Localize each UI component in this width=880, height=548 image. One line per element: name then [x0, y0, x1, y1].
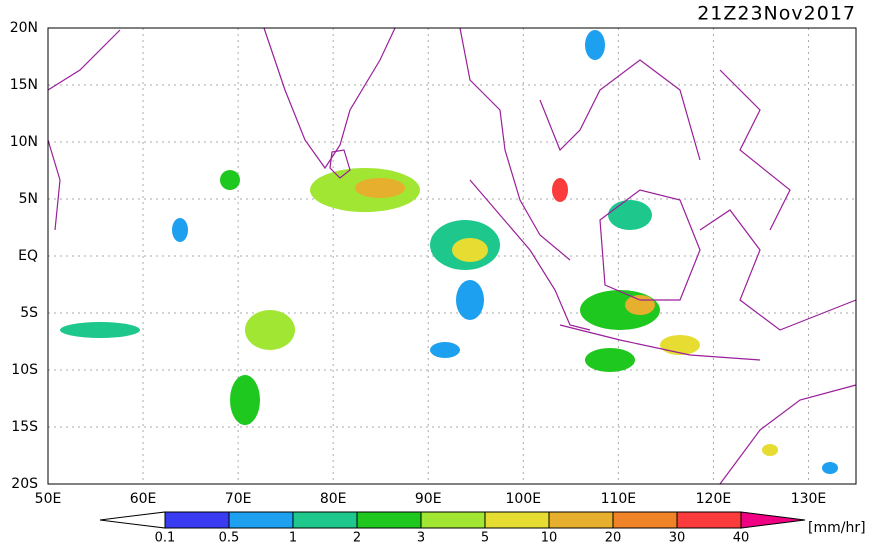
- rain-area: [220, 170, 240, 190]
- coastline: [599, 189, 701, 301]
- lon-label: 110E: [601, 491, 637, 507]
- colorbar-label: 30: [669, 531, 686, 545]
- rain-area: [608, 200, 652, 230]
- map-title: 21Z23Nov2017: [697, 3, 856, 25]
- colorbar-box: [292, 511, 358, 529]
- map-frame: [47, 27, 857, 485]
- coastline: [699, 209, 857, 331]
- coastline: [263, 27, 396, 170]
- lon-label: 50E: [35, 491, 62, 507]
- colorbar-label: 20: [605, 531, 622, 545]
- rain-area: [585, 348, 635, 372]
- colorbar-label: 1: [289, 531, 297, 545]
- lat-label: 10S: [11, 362, 38, 378]
- colorbar-box: [228, 511, 294, 529]
- colorbar-box: [164, 511, 230, 529]
- colorbar-box: [356, 511, 422, 529]
- rain-area: [660, 335, 700, 355]
- colorbar-box: [420, 511, 486, 529]
- coastline: [719, 69, 791, 231]
- lat-label: 5N: [19, 191, 38, 207]
- colorbar-label: 3: [417, 531, 425, 545]
- rain-area: [585, 30, 605, 60]
- lat-label: 20N: [10, 20, 38, 36]
- colorbar-box: [484, 511, 550, 529]
- colorbar-box: [676, 511, 742, 529]
- coastline: [329, 149, 351, 179]
- lon-label: 80E: [320, 491, 347, 507]
- colorbar-label: 0.5: [219, 531, 240, 545]
- coastline: [539, 59, 701, 161]
- lat-label: 5S: [20, 305, 38, 321]
- colorbar-label: 40: [733, 531, 750, 545]
- coastlines: [47, 27, 857, 485]
- rain-area: [430, 342, 460, 358]
- colorbar-label: 5: [481, 531, 489, 545]
- coastline: [469, 179, 591, 331]
- lat-label: 20S: [11, 476, 38, 492]
- colorbar-box: [612, 511, 678, 529]
- coastline: [47, 29, 121, 91]
- colorbar-label: 10: [541, 531, 558, 545]
- coastline: [719, 384, 857, 485]
- rain-area: [245, 310, 295, 350]
- rain-area: [822, 462, 838, 474]
- rain-area: [355, 178, 405, 198]
- colorbar-low: [99, 511, 166, 529]
- rain-area: [60, 322, 140, 338]
- lat-label: 15N: [10, 77, 38, 93]
- lat-label: 10N: [10, 134, 38, 150]
- coastline: [47, 139, 61, 231]
- lon-label: 100E: [506, 491, 542, 507]
- colorbar-label: 0.1: [155, 531, 176, 545]
- lon-label: 130E: [791, 491, 827, 507]
- coastline: [459, 27, 571, 261]
- rain-area: [172, 218, 188, 242]
- rain-area: [230, 375, 260, 425]
- rain-areas: [60, 30, 838, 474]
- rain-area: [452, 238, 488, 262]
- lon-label: 90E: [415, 491, 442, 507]
- lon-label: 60E: [130, 491, 157, 507]
- lon-label: 70E: [225, 491, 252, 507]
- colorbar: 0.1 0.5 1 2 3 5 10 20 30 40: [99, 511, 806, 546]
- coastline: [559, 324, 761, 361]
- colorbar-box: [548, 511, 614, 529]
- lon-label: 120E: [696, 491, 732, 507]
- rain-area: [762, 444, 778, 456]
- rain-area: [552, 178, 568, 202]
- rain-area: [456, 280, 484, 320]
- colorbar-high: [740, 511, 806, 529]
- colorbar-label: 2: [353, 531, 361, 545]
- lat-label: EQ: [18, 248, 38, 264]
- rain-area: [625, 295, 655, 315]
- lat-label: 15S: [11, 419, 38, 435]
- colorbar-unit: [mm/hr]: [808, 520, 866, 536]
